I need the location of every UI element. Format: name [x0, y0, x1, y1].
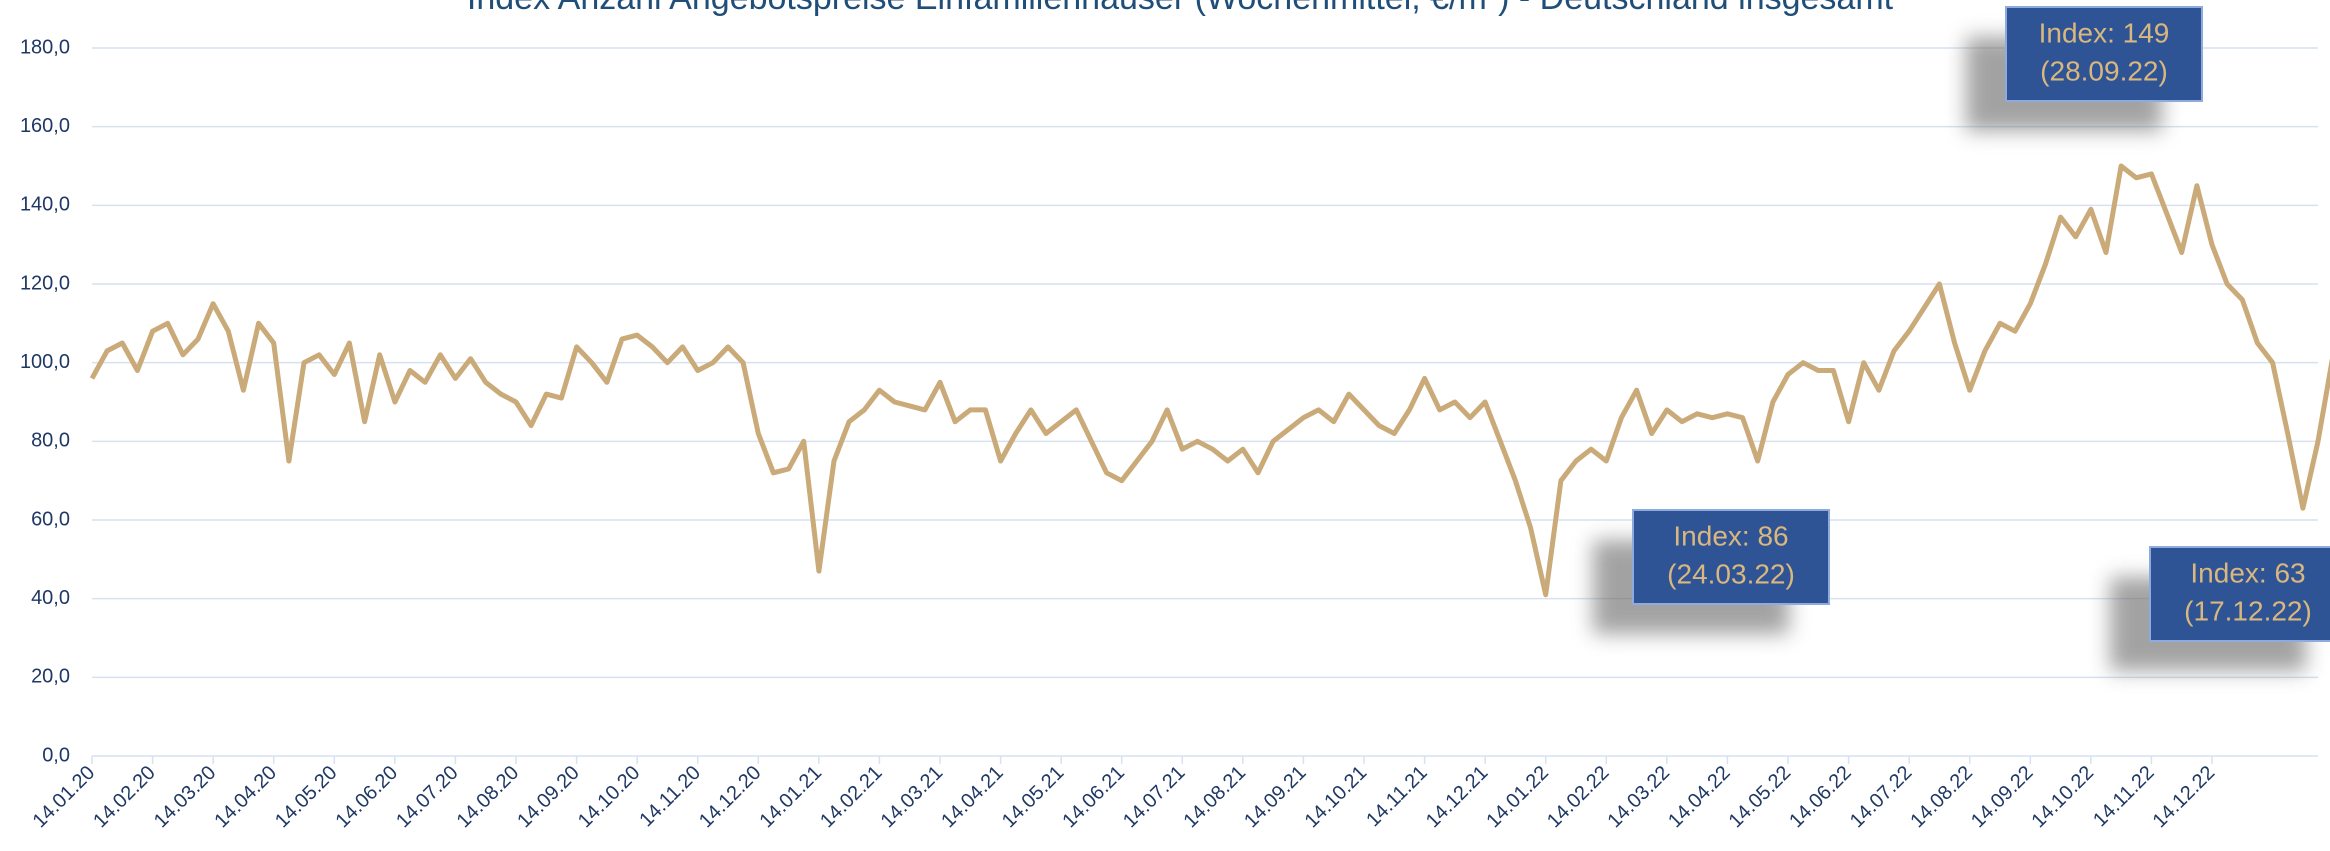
x-tick-label: 14.04.21 [937, 762, 1008, 833]
x-tick-label: 14.05.22 [1725, 762, 1796, 833]
x-tick-label: 14.05.20 [271, 762, 342, 833]
x-tick-label: 14.03.21 [877, 762, 948, 833]
line-series [89, 163, 2330, 598]
y-tick-label: 60,0 [31, 508, 70, 530]
annotation-text: Index: 86 [1673, 520, 1788, 551]
x-tick-label: 14.06.21 [1058, 762, 1129, 833]
x-tick-label: 14.11.22 [2089, 762, 2159, 832]
y-tick-label: 0,0 [42, 744, 70, 766]
x-tick-label: 14.01.21 [756, 762, 827, 833]
x-tick-label: 14.12.21 [1422, 762, 1493, 833]
y-tick-label: 120,0 [20, 272, 70, 294]
x-tick-label: 14.07.20 [392, 762, 463, 833]
annotation-text: (17.12.22) [2184, 595, 2312, 626]
y-tick-label: 40,0 [31, 587, 70, 609]
x-tick-label: 14.09.21 [1240, 762, 1311, 833]
x-tick-label: 14.01.22 [1482, 762, 1553, 833]
x-tick-label: 14.08.20 [453, 762, 524, 833]
annotation-text: Index: 63 [2190, 557, 2305, 588]
x-tick-label: 14.12.20 [695, 762, 766, 833]
x-tick-label: 14.06.20 [332, 762, 403, 833]
annotation-text: Index: 149 [2039, 17, 2170, 48]
x-tick-label: 14.07.21 [1119, 762, 1190, 833]
x-tick-label: 14.10.22 [2028, 762, 2099, 833]
x-tick-label: 14.04.22 [1664, 762, 1735, 833]
x-tick-label: 14.10.21 [1301, 762, 1372, 833]
x-tick-label: 14.02.22 [1543, 762, 1614, 833]
y-tick-label: 140,0 [20, 194, 70, 216]
y-tick-label: 20,0 [31, 666, 70, 688]
x-tick-label: 14.11.20 [635, 762, 705, 832]
x-tick-label: 14.09.22 [1967, 762, 2038, 833]
chart-title: Index Anzahl Angebotspreise Einfamilienh… [467, 0, 1894, 17]
x-tick-label: 14.05.21 [998, 762, 1069, 833]
annotation-box [1632, 509, 1830, 605]
x-tick-label: 14.08.22 [1906, 762, 1977, 833]
x-tick-label: 14.04.20 [210, 762, 281, 833]
x-tick-label: 14.03.20 [150, 762, 221, 833]
x-tick-label: 14.02.21 [816, 762, 887, 833]
y-tick-label: 160,0 [20, 115, 70, 137]
annotation-text: (28.09.22) [2040, 55, 2168, 86]
x-tick-label: 14.01.20 [29, 762, 100, 833]
y-tick-label: 80,0 [31, 430, 70, 452]
annotation-box [2149, 546, 2330, 642]
x-tick-label: 14.02.20 [89, 762, 160, 833]
y-tick-label: 180,0 [20, 36, 70, 58]
x-tick-label: 14.07.22 [1846, 762, 1917, 833]
x-tick-label: 14.11.21 [1362, 762, 1432, 832]
annotation-box [2005, 6, 2203, 102]
x-tick-label: 14.03.22 [1604, 762, 1675, 833]
x-tick-label: 14.12.22 [2149, 762, 2220, 833]
x-tick-label: 14.08.21 [1180, 762, 1251, 833]
annotation-text: (24.03.22) [1667, 558, 1795, 589]
x-tick-label: 14.06.22 [1785, 762, 1856, 833]
x-tick-label: 14.10.20 [574, 762, 645, 833]
y-tick-label: 100,0 [20, 351, 70, 373]
x-tick-label: 14.09.20 [513, 762, 584, 833]
